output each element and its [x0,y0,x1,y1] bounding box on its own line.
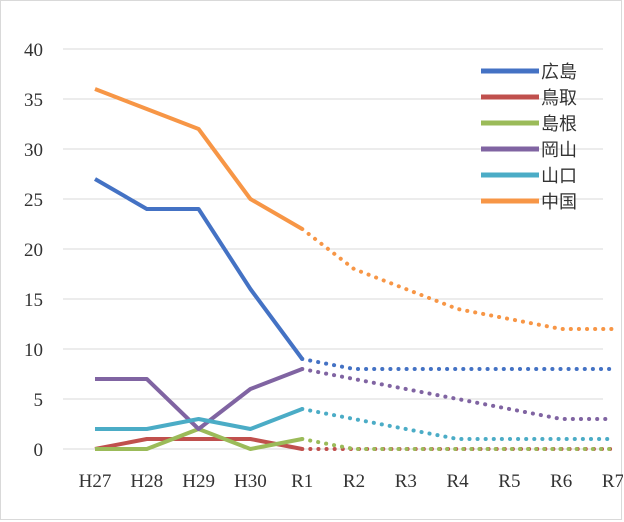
x-tick-label: R7 [602,471,623,492]
y-tick-label: 40 [24,40,43,61]
y-tick-label: 20 [24,240,43,261]
y-tick-label: 35 [24,90,43,111]
legend-label: 岡山 [541,140,577,161]
x-tick-label: R2 [343,471,365,492]
y-tick-label: 5 [34,390,44,411]
series-line-projected [300,227,615,331]
x-tick-label: R6 [550,471,572,492]
x-axis-tick-labels: H27 H28 H29 H30 R1 R2 R3 R4 R5 R6 R7 [79,471,623,492]
legend-label: 鳥取 [541,88,577,109]
series-line-actual [94,87,304,231]
series-lines [93,87,615,451]
x-tick-label: H28 [130,471,163,492]
series-line-actual [93,177,304,361]
x-tick-label: R4 [447,471,470,492]
legend-label: 中国 [541,192,577,213]
gridlines [63,48,603,450]
y-tick-label: 10 [24,340,43,361]
series-line-actual [95,367,303,431]
x-tick-label: H27 [79,471,112,492]
legend-label: 広島 [541,62,577,83]
series-line-projected [300,407,615,441]
series-line-projected [300,357,615,371]
y-tick-label: 30 [24,140,43,161]
x-tick-label: R5 [498,471,520,492]
series-5 [94,87,615,331]
legend-label: 山口 [541,166,577,187]
y-tick-label: 25 [24,190,43,211]
y-tick-label: 15 [24,290,43,311]
series-line-actual [95,407,303,431]
x-tick-label: H30 [234,471,267,492]
x-tick-label: R3 [395,471,417,492]
series-line-projected [300,437,615,451]
series-line-actual [94,437,303,451]
y-tick-label: 0 [34,440,44,461]
x-tick-label: R1 [291,471,313,492]
series-0 [93,177,615,371]
x-tick-label: H29 [182,471,215,492]
series-4 [95,407,615,441]
legend-label: 島根 [541,114,577,135]
series-3 [95,367,615,431]
y-axis-tick-labels: 0 5 10 15 20 25 30 35 40 [24,40,43,461]
series-line-projected [300,367,615,421]
